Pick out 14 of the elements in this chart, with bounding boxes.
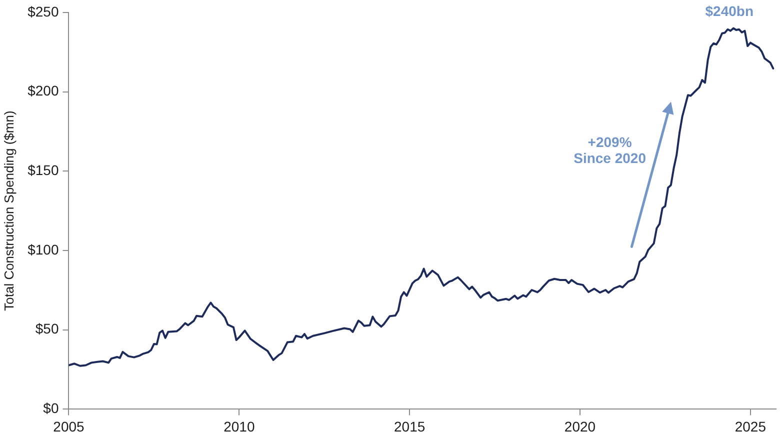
y-tick-label: $0 [43, 400, 59, 416]
x-tick-label: 2020 [564, 418, 596, 434]
annotation: +209% Since 2020 [574, 134, 646, 166]
annotation: $240bn [705, 3, 754, 20]
y-tick-label: $200 [28, 82, 59, 99]
y-tick-label: $50 [35, 320, 59, 337]
y-axis-title: Total Construction Spending ($mn) [1, 110, 16, 311]
y-tick-label: $250 [28, 3, 59, 20]
x-tick-label: 2010 [224, 418, 255, 434]
x-tick-label: 2025 [734, 418, 766, 434]
x-tick-label: 2015 [394, 418, 426, 434]
y-tick-label: $150 [28, 162, 59, 178]
y-tick-label: $100 [28, 241, 59, 258]
x-tick-label: 2005 [53, 418, 85, 434]
